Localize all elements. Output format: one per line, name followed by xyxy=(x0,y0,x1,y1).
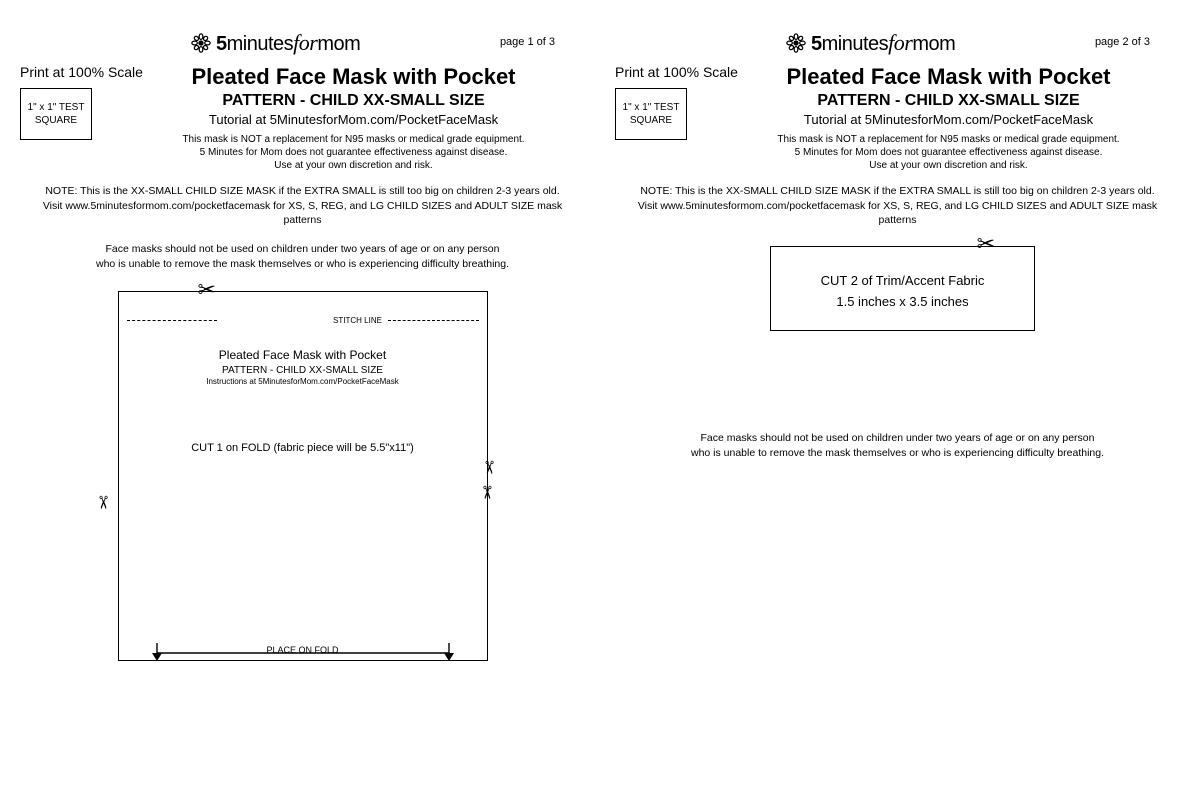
note-line2: Visit www.5minutesformom.com/pocketfacem… xyxy=(40,199,565,228)
left-column: Print at 100% Scale 1" x 1" TEST SQUARE xyxy=(615,64,765,140)
print-scale-label: Print at 100% Scale xyxy=(615,64,765,80)
tutorial-link: Tutorial at 5MinutesforMom.com/PocketFac… xyxy=(182,112,525,127)
page-1: 5minutesformom page 1 of 3 Print at 100%… xyxy=(20,30,585,770)
stitch-line-row: STITCH LINE xyxy=(119,316,487,325)
pattern-container: ✂ STITCH LINE Pleated Face Mask with Poc… xyxy=(118,291,488,661)
disclaimer-line1: This mask is NOT a replacement for N95 m… xyxy=(777,133,1120,146)
flower-icon xyxy=(190,32,212,54)
test-square: 1" x 1" TEST SQUARE xyxy=(20,88,92,140)
scissors-icon: ✂ xyxy=(478,485,499,500)
page-number: page 2 of 3 xyxy=(1095,36,1150,48)
logo: 5minutesformom xyxy=(190,30,360,56)
scissors-icon: ✂ xyxy=(478,460,499,475)
logo-text: 5minutesformom xyxy=(811,30,955,56)
note-line1: NOTE: This is the XX-SMALL CHILD SIZE MA… xyxy=(40,184,565,199)
title-column: Pleated Face Mask with Pocket PATTERN - … xyxy=(182,64,585,172)
warning-block: Face masks should not be used on childre… xyxy=(615,431,1180,460)
title-column: Pleated Face Mask with Pocket PATTERN - … xyxy=(777,64,1180,172)
test-square-line2: SQUARE xyxy=(35,114,77,127)
disclaimer: This mask is NOT a replacement for N95 m… xyxy=(777,133,1120,172)
warning-line1: Face masks should not be used on childre… xyxy=(50,242,555,257)
disclaimer-line3: Use at your own discretion and risk. xyxy=(182,159,525,172)
disclaimer-line2: 5 Minutes for Mom does not guarantee eff… xyxy=(777,146,1120,159)
title-row: Print at 100% Scale 1" x 1" TEST SQUARE … xyxy=(20,64,585,172)
test-square: 1" x 1" TEST SQUARE xyxy=(615,88,687,140)
note-block: NOTE: This is the XX-SMALL CHILD SIZE MA… xyxy=(20,184,585,228)
trim-box: CUT 2 of Trim/Accent Fabric 1.5 inches x… xyxy=(770,246,1035,331)
subtitle: PATTERN - CHILD XX-SMALL SIZE xyxy=(777,92,1120,110)
pattern-inner-title: Pleated Face Mask with Pocket xyxy=(119,348,487,364)
cut-instruction: CUT 1 on FOLD (fabric piece will be 5.5"… xyxy=(119,442,487,454)
test-square-line1: 1" x 1" TEST xyxy=(28,101,85,114)
page-2: 5minutesformom page 2 of 3 Print at 100%… xyxy=(615,30,1180,770)
note-line1: NOTE: This is the XX-SMALL CHILD SIZE MA… xyxy=(635,184,1160,199)
warning-line2: who is unable to remove the mask themsel… xyxy=(50,257,555,272)
note-block: NOTE: This is the XX-SMALL CHILD SIZE MA… xyxy=(615,184,1180,228)
print-scale-label: Print at 100% Scale xyxy=(20,64,170,80)
dash-line-left xyxy=(127,320,218,321)
disclaimer-line1: This mask is NOT a replacement for N95 m… xyxy=(182,133,525,146)
note-line2: Visit www.5minutesformom.com/pocketfacem… xyxy=(635,199,1160,228)
logo: 5minutesformom xyxy=(785,30,955,56)
pattern-bottom-border xyxy=(119,660,487,661)
title-row: Print at 100% Scale 1" x 1" TEST SQUARE … xyxy=(615,64,1180,172)
trim-cut-text: CUT 2 of Trim/Accent Fabric xyxy=(821,271,985,292)
trim-box-container: ✂ CUT 2 of Trim/Accent Fabric 1.5 inches… xyxy=(770,246,1035,331)
subtitle: PATTERN - CHILD XX-SMALL SIZE xyxy=(182,92,525,110)
warning-line1: Face masks should not be used on childre… xyxy=(645,431,1150,446)
trim-size-text: 1.5 inches x 3.5 inches xyxy=(836,292,968,313)
left-column: Print at 100% Scale 1" x 1" TEST SQUARE xyxy=(20,64,170,140)
pattern-inner-instructions: Instructions at 5MinutesforMom.com/Pocke… xyxy=(119,377,487,387)
dash-line-right xyxy=(388,320,479,321)
flower-icon xyxy=(785,32,807,54)
main-title: Pleated Face Mask with Pocket xyxy=(182,64,525,90)
pattern-title-block: Pleated Face Mask with Pocket PATTERN - … xyxy=(119,348,487,387)
header-row: 5minutesformom page 2 of 3 xyxy=(615,30,1180,56)
scissors-icon: ✂ xyxy=(92,495,113,510)
pattern-inner-subtitle: PATTERN - CHILD XX-SMALL SIZE xyxy=(119,364,487,377)
tutorial-link: Tutorial at 5MinutesforMom.com/PocketFac… xyxy=(777,112,1120,127)
test-square-line2: SQUARE xyxy=(630,114,672,127)
test-square-line1: 1" x 1" TEST xyxy=(623,101,680,114)
warning-line2: who is unable to remove the mask themsel… xyxy=(645,446,1150,461)
disclaimer: This mask is NOT a replacement for N95 m… xyxy=(182,133,525,172)
pattern-box: STITCH LINE Pleated Face Mask with Pocke… xyxy=(118,291,488,661)
scissors-icon: ✂ xyxy=(977,231,995,257)
disclaimer-line3: Use at your own discretion and risk. xyxy=(777,159,1120,172)
logo-text: 5minutesformom xyxy=(216,30,360,56)
main-title: Pleated Face Mask with Pocket xyxy=(777,64,1120,90)
disclaimer-line2: 5 Minutes for Mom does not guarantee eff… xyxy=(182,146,525,159)
header-row: 5minutesformom page 1 of 3 xyxy=(20,30,585,56)
page-number: page 1 of 3 xyxy=(500,36,555,48)
stitch-label: STITCH LINE xyxy=(327,316,388,325)
warning-block: Face masks should not be used on childre… xyxy=(20,242,585,271)
